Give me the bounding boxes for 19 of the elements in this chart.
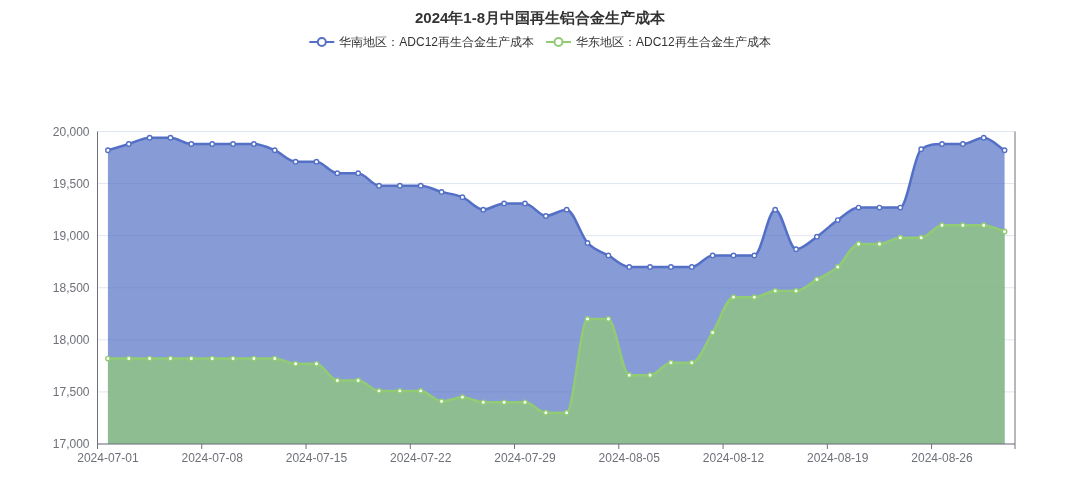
x-tick-label: 2024-07-15 xyxy=(285,451,348,465)
x-tick-label: 2024-07-22 xyxy=(390,451,452,465)
y-tick-label: 20,000 xyxy=(52,124,90,139)
x-tick-label: 2024-07-08 xyxy=(181,451,244,465)
x-tick-label: 2024-07-29 xyxy=(494,451,556,465)
legend-label: 华东地区：ADC12再生合金生产成本 xyxy=(576,35,771,49)
y-tick-label: 17,500 xyxy=(52,384,90,399)
y-tick-label: 18,500 xyxy=(52,280,90,295)
legend-label: 华南地区：ADC12再生合金生产成本 xyxy=(339,35,534,49)
y-tick-label: 18,000 xyxy=(52,332,90,347)
chart-title: 2024年1-8月中国再生铝合金生产成本 xyxy=(414,9,667,26)
x-tick-label: 2024-08-05 xyxy=(598,451,661,465)
x-tick-label: 2024-08-26 xyxy=(911,451,974,465)
y-tick-label: 17,000 xyxy=(52,437,90,451)
x-tick-label: 2024-08-12 xyxy=(702,451,765,465)
x-tick-label: 2024-07-01 xyxy=(77,451,139,465)
y-tick-label: 19,000 xyxy=(52,228,90,243)
x-tick-label: 2024-08-19 xyxy=(807,451,869,465)
y-tick-label: 19,500 xyxy=(52,176,90,191)
